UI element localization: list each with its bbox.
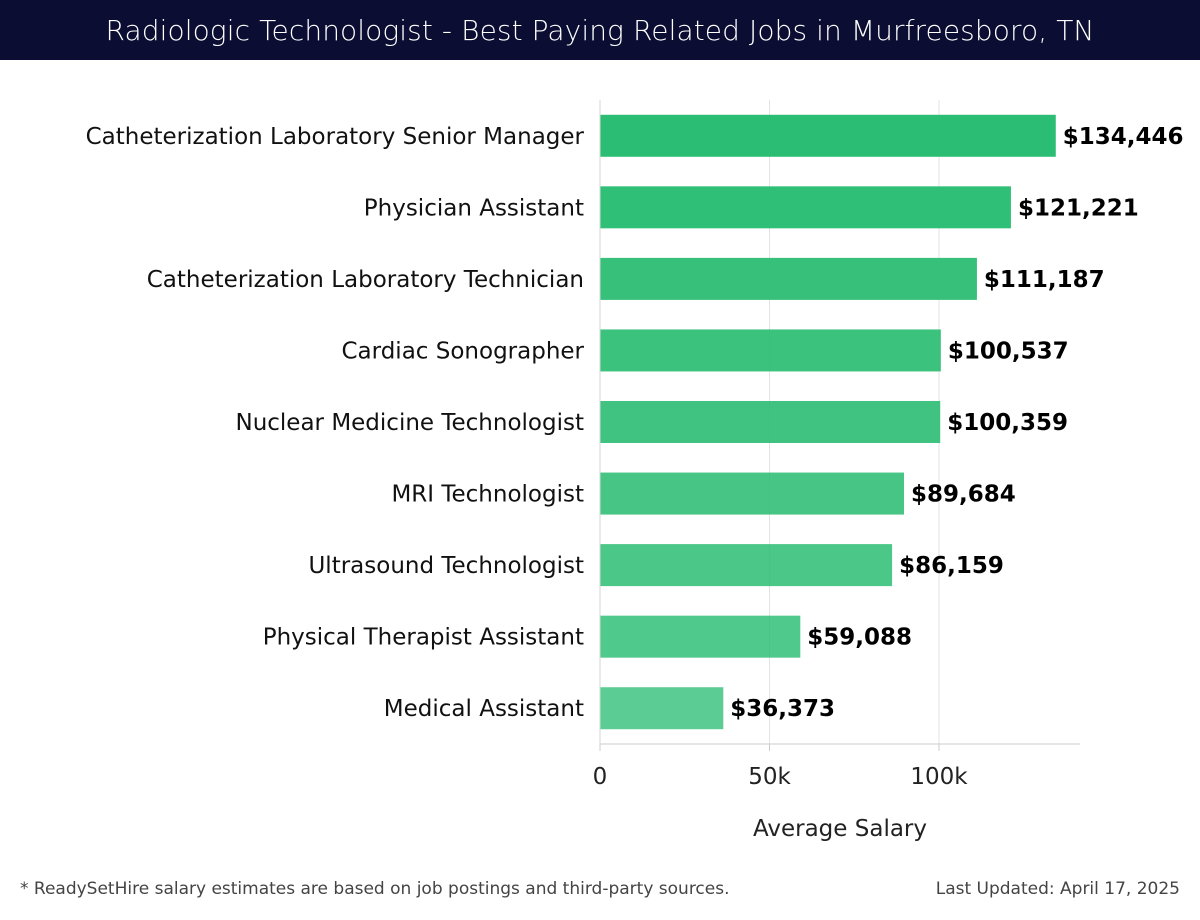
bar — [600, 257, 977, 300]
category-label: Physician Assistant — [364, 195, 584, 221]
category-label: Physical Therapist Assistant — [263, 625, 584, 651]
value-label: $100,537 — [948, 338, 1069, 364]
bar — [600, 401, 941, 443]
category-labels: Catheterization Laboratory Senior Manage… — [86, 124, 585, 722]
bar — [600, 687, 724, 730]
bar — [600, 544, 893, 587]
last-updated: Last Updated: April 17, 2025 — [935, 879, 1180, 899]
category-label: Nuclear Medicine Technologist — [235, 410, 584, 436]
value-label: $134,446 — [1063, 124, 1184, 150]
title-bar: Radiologic Technologist - Best Paying Re… — [0, 0, 1200, 60]
category-label: Catheterization Laboratory Technician — [147, 267, 584, 293]
value-label: $86,159 — [899, 553, 1004, 579]
x-tick-label: 0 — [593, 764, 608, 790]
bar — [600, 615, 801, 658]
value-label: $36,373 — [730, 696, 835, 722]
x-axis-title: Average Salary — [753, 816, 927, 842]
category-label: MRI Technologist — [391, 482, 584, 508]
value-label: $121,221 — [1018, 195, 1139, 221]
x-axis: 0 50k 100k — [593, 100, 1080, 790]
bar — [600, 472, 905, 515]
bar — [600, 114, 1056, 157]
footer-note: * ReadySetHire salary estimates are base… — [20, 879, 730, 899]
x-tick-label: 100k — [910, 764, 968, 790]
bar-chart: Catheterization Laboratory Senior Manage… — [86, 100, 1184, 842]
chart-title: Radiologic Technologist - Best Paying Re… — [105, 13, 1095, 47]
category-label: Ultrasound Technologist — [308, 553, 584, 579]
value-label: $100,359 — [947, 410, 1068, 436]
value-label: $89,684 — [911, 482, 1016, 508]
bars — [600, 114, 1056, 730]
x-tick-label: 50k — [748, 764, 791, 790]
value-labels: $134,446 $121,221 $111,187 $100,537 $100,359… — [730, 124, 1183, 722]
value-label: $111,187 — [984, 267, 1105, 293]
bar — [600, 186, 1011, 229]
bar — [600, 329, 941, 372]
category-label: Cardiac Sonographer — [342, 338, 585, 364]
value-label: $59,088 — [807, 625, 912, 651]
category-label: Medical Assistant — [384, 696, 584, 722]
category-label: Catheterization Laboratory Senior Manage… — [86, 124, 585, 150]
